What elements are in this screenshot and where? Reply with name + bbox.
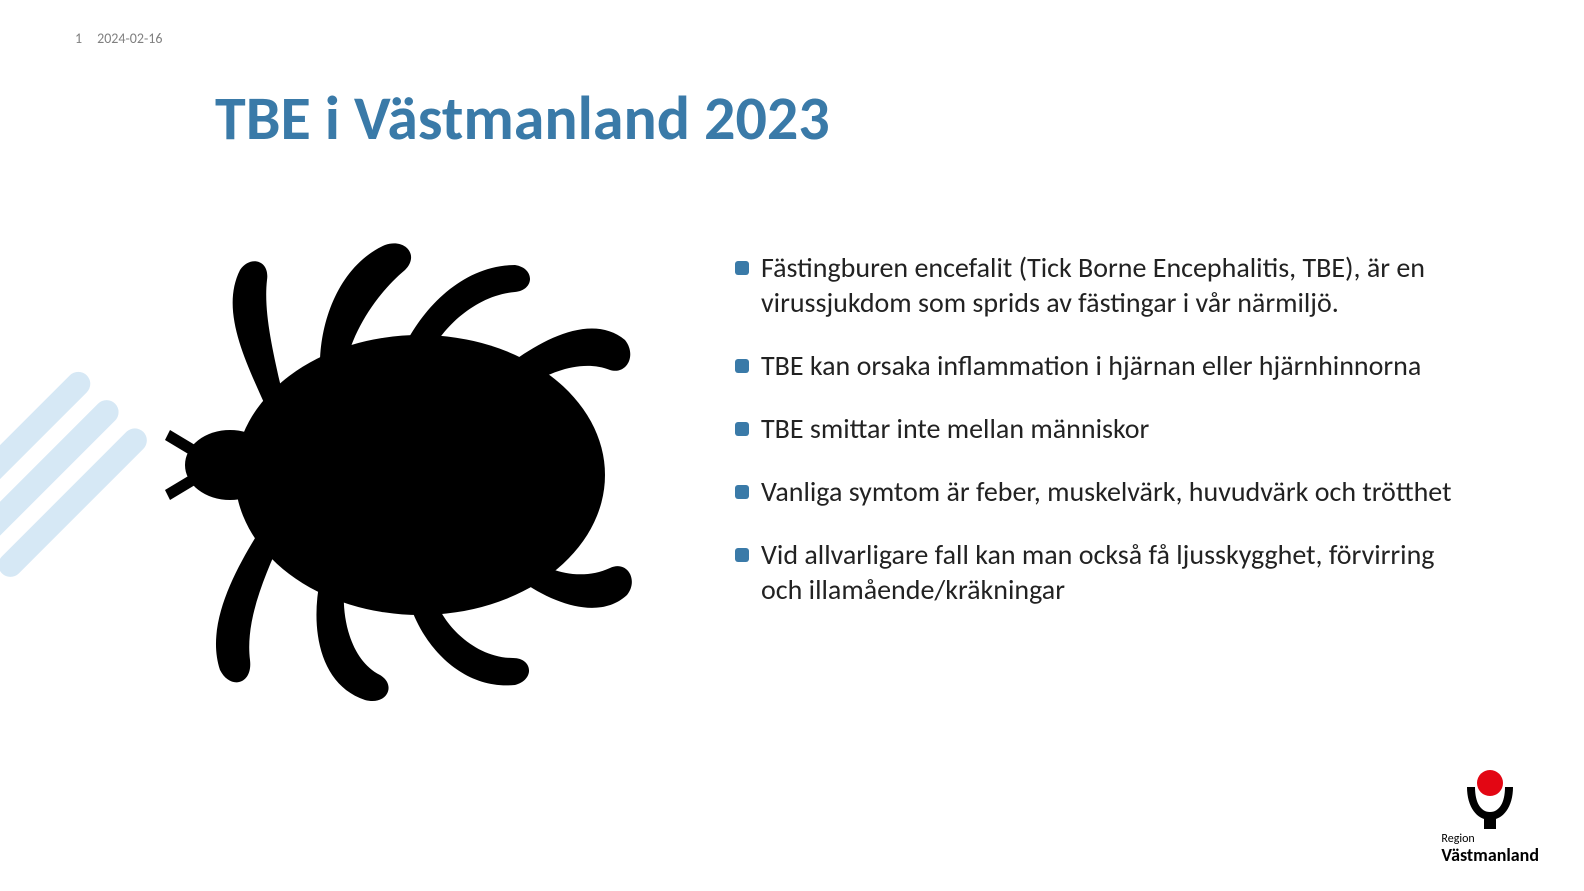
- page-meta: 1 2024-02-16: [75, 30, 162, 47]
- bullet-text: Vanliga symtom är feber, muskelvärk, huv…: [761, 474, 1451, 509]
- logo-icon: [1455, 765, 1525, 830]
- tick-icon: [125, 230, 645, 710]
- list-item: Vid allvarligare fall kan man också få l…: [735, 537, 1455, 607]
- logo-name: Västmanland: [1441, 846, 1539, 866]
- bullet-text: Vid allvarligare fall kan man också få l…: [761, 537, 1455, 607]
- bullet-marker-icon: [735, 261, 749, 275]
- bullet-marker-icon: [735, 359, 749, 373]
- list-item: TBE kan orsaka inflammation i hjärnan el…: [735, 348, 1455, 383]
- bullet-marker-icon: [735, 422, 749, 436]
- page-title: TBE i Västmanland 2023: [215, 80, 830, 156]
- bullet-text: TBE kan orsaka inflammation i hjärnan el…: [761, 348, 1421, 383]
- page-number: 1: [75, 30, 82, 47]
- bullet-marker-icon: [735, 485, 749, 499]
- region-logo: Region Västmanland: [1441, 765, 1539, 866]
- page-date: 2024-02-16: [97, 30, 162, 47]
- bullet-list: Fästingburen encefalit (Tick Borne Encep…: [735, 250, 1455, 635]
- list-item: Fästingburen encefalit (Tick Borne Encep…: [735, 250, 1455, 320]
- list-item: TBE smittar inte mellan människor: [735, 411, 1455, 446]
- bullet-text: TBE smittar inte mellan människor: [761, 411, 1149, 446]
- bullet-marker-icon: [735, 548, 749, 562]
- list-item: Vanliga symtom är feber, muskelvärk, huv…: [735, 474, 1455, 509]
- logo-text: Region Västmanland: [1441, 833, 1539, 866]
- bullet-text: Fästingburen encefalit (Tick Borne Encep…: [761, 250, 1455, 320]
